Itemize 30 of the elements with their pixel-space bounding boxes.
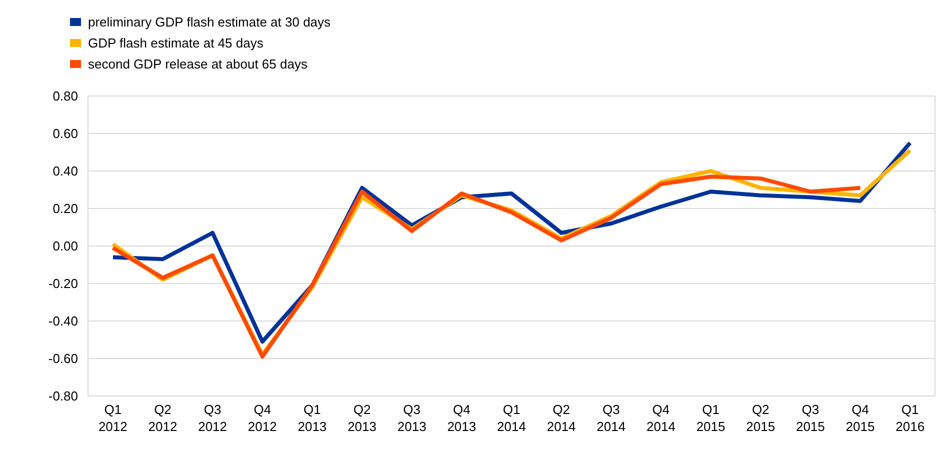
x-tick-label: Q3 2014 bbox=[596, 402, 626, 434]
y-tick-label: 0.80 bbox=[52, 88, 78, 104]
x-tick-label: Q2 2012 bbox=[148, 402, 178, 434]
y-tick-label: 0.60 bbox=[52, 126, 78, 142]
y-tick-label: 0.40 bbox=[52, 164, 78, 179]
x-tick-label: Q3 2013 bbox=[397, 402, 426, 434]
line-series bbox=[110, 174, 862, 359]
x-tick-label: Q4 2014 bbox=[646, 402, 676, 434]
x-tick-label: Q2 2013 bbox=[348, 402, 376, 434]
legend-label: GDP flash estimate at 45 days bbox=[88, 36, 264, 51]
x-tick-label: Q1 2012 bbox=[98, 402, 128, 434]
y-tick-label: -0.40 bbox=[48, 314, 78, 329]
x-tick-label: Q1 2014 bbox=[497, 402, 526, 434]
y-tick-label: -0.80 bbox=[48, 388, 78, 404]
x-tick-label: Q3 2012 bbox=[198, 402, 228, 434]
x-tick-label: Q1 2016 bbox=[896, 402, 925, 434]
y-tick-label: -0.20 bbox=[48, 276, 78, 292]
y-tick-label: -0.60 bbox=[48, 351, 78, 366]
x-tick-label: Q4 2013 bbox=[447, 402, 476, 434]
y-tick-label: 0.00 bbox=[52, 238, 78, 254]
legend-label: second GDP release at about 65 days bbox=[88, 56, 308, 72]
x-tick-label: Q4 2012 bbox=[248, 402, 277, 434]
x-tick-label: Q1 2015 bbox=[696, 402, 726, 434]
x-tick-label: Q2 2015 bbox=[746, 402, 776, 434]
legend-label: preliminary GDP flash estimate at 30 days bbox=[88, 14, 332, 30]
y-tick-label: 0.20 bbox=[52, 201, 78, 216]
x-tick-label: Q1 2013 bbox=[298, 402, 327, 434]
x-tick-label: Q3 2015 bbox=[796, 402, 825, 434]
x-tick-label: Q2 2014 bbox=[546, 402, 576, 434]
x-tick-label: Q4 2015 bbox=[846, 402, 875, 434]
